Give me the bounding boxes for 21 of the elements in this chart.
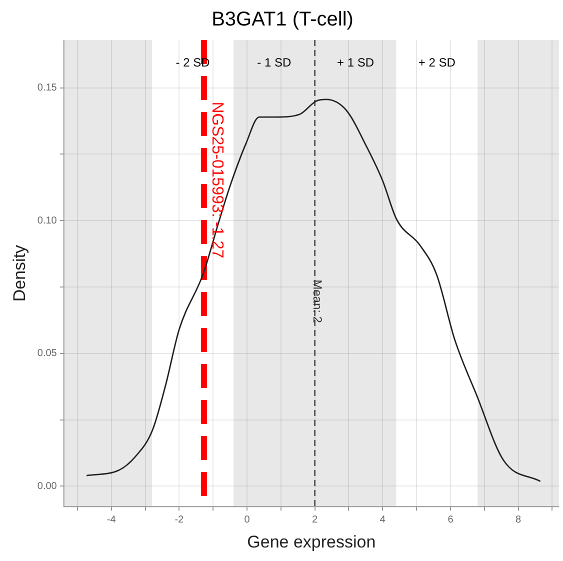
chart-title: B3GAT1 (T-cell) <box>212 8 354 31</box>
y-tick-label: 0.00 <box>37 480 58 492</box>
x-tick-label: 2 <box>312 514 318 526</box>
y-tick-label: 0.10 <box>37 215 58 226</box>
x-tick-label: -4 <box>106 514 116 526</box>
x-tick-label: -2 <box>174 514 184 526</box>
y-tick-label: 0.05 <box>37 348 58 360</box>
y-tick-label: 0.15 <box>37 82 58 94</box>
y-axis-title: Density <box>10 244 29 302</box>
annotation: - 2 SD <box>176 55 210 70</box>
x-tick-label: 6 <box>448 514 454 526</box>
line-series <box>86 98 542 482</box>
x-tick-label: 4 <box>380 514 386 526</box>
ref-line-label: NGS25-015993: -1.27 <box>208 102 226 258</box>
annotation: + 2 SD <box>418 55 456 70</box>
ref-line-label: Mean: 2 <box>310 280 325 324</box>
x-tick-label: 0 <box>244 514 250 526</box>
annotation: - 1 SD <box>257 55 292 70</box>
x-tick-label: 8 <box>516 514 522 526</box>
annotation: + 1 SD <box>337 55 374 70</box>
x-axis-title: Gene expression <box>247 532 376 552</box>
